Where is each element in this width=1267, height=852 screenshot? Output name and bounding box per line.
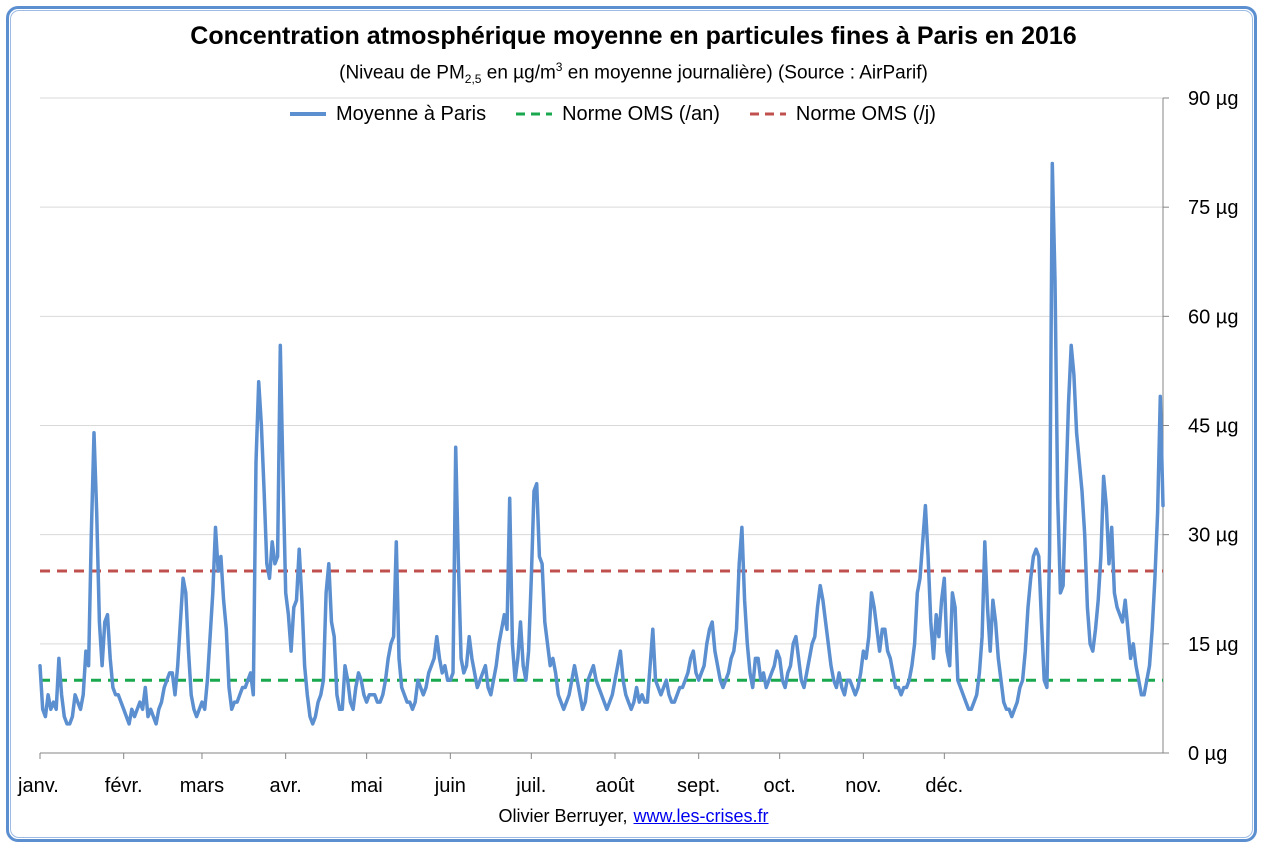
legend-swatch-oms-an (516, 112, 553, 116)
y-tick-label-90: 90 µg (1188, 88, 1238, 110)
legend: Moyenne à Paris Norme OMS (/an) Norme OM… (290, 100, 966, 128)
y-tick-label-0: 0 µg (1188, 743, 1227, 765)
x-tick-label-8: sept. (677, 775, 720, 797)
legend-item-oms-j: Norme OMS (/j) (749, 102, 936, 126)
x-tick-label-9: oct. (764, 775, 796, 797)
x-tick-label-1: févr. (105, 775, 143, 797)
legend-item-moyenne: Moyenne à Paris (290, 103, 486, 126)
x-tick-label-5: juin (434, 775, 466, 797)
series-line-moyenne (38, 161, 1165, 726)
subtitle-middle: en µg/m (481, 62, 556, 84)
subtitle-unit-superscript: 3 (555, 60, 563, 74)
chart-title: Concentration atmosphérique moyenne en p… (190, 22, 1077, 50)
y-tick-label-75: 75 µg (1188, 197, 1238, 219)
legend-swatch-moyenne (290, 112, 326, 116)
subtitle-prefix: (Niveau de PM (339, 62, 465, 84)
legend-label-moyenne: Moyenne à Paris (336, 102, 487, 125)
y-tick-label-15: 15 µg (1188, 634, 1238, 656)
legend-item-oms-an: Norme OMS (/an) (516, 103, 720, 126)
legend-label-oms-j: Norme OMS (/j) (795, 102, 936, 125)
chart-subtitle: (Niveau de PM2,5 en µg/m3 en moyenne jou… (0, 60, 1267, 86)
subtitle-suffix: en moyenne journalière) (Source : AirPar… (562, 62, 928, 84)
x-tick-label-4: mai (351, 775, 383, 797)
y-tick-label-60: 60 µg (1188, 306, 1238, 328)
legend-label-oms-an: Norme OMS (/an) (562, 102, 720, 125)
x-tick-label-7: août (596, 775, 635, 797)
chart-frame (6, 6, 1257, 842)
subtitle-pm-subscript: 2,5 (464, 72, 482, 87)
y-tick-label-45: 45 µg (1188, 416, 1238, 438)
credit-author: Olivier Berruyer, (498, 806, 628, 826)
x-tick-label-6: juil. (515, 775, 546, 797)
x-tick-label-0: janv. (17, 775, 59, 797)
legend-swatch-oms-j (749, 112, 786, 116)
x-tick-label-3: avr. (270, 775, 302, 797)
chart-frame-inner (10, 10, 1253, 838)
x-tick-label-11: déc. (925, 775, 963, 797)
x-tick-label-2: mars (180, 775, 224, 797)
credit-link[interactable]: www.les-crises.fr (633, 806, 769, 826)
credit: Olivier Berruyer, www.les-crises.fr (0, 806, 1267, 827)
x-tick-label-10: nov. (845, 775, 881, 797)
y-tick-label-30: 30 µg (1188, 525, 1238, 547)
